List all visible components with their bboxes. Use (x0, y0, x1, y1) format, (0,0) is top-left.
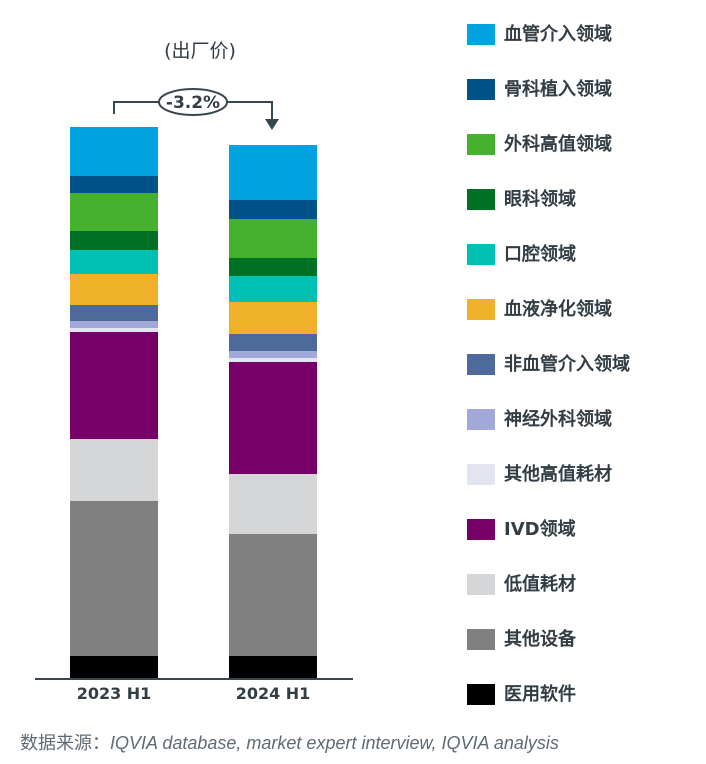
bar-segment (70, 304, 158, 321)
legend-item: 低值耗材 (467, 574, 630, 629)
bar-segment (70, 500, 158, 656)
legend-item: 骨科植入领域 (467, 79, 630, 134)
change-label: -3.2% (166, 93, 220, 113)
legend-item: IVD领域 (467, 519, 630, 574)
bar-segment (70, 175, 158, 193)
legend-item: 神经外科领域 (467, 409, 630, 464)
legend-swatch (467, 134, 495, 155)
legend-swatch (467, 519, 495, 540)
legend-swatch (467, 409, 495, 430)
bar-segment (70, 126, 158, 176)
legend-label: 医用软件 (504, 684, 576, 705)
bar-segment (70, 438, 158, 501)
change-annotation: -3.2% (113, 88, 279, 130)
bar-segment (229, 350, 317, 358)
legend-swatch (467, 299, 495, 320)
bar-segment (229, 333, 317, 351)
legend-swatch (467, 574, 495, 595)
legend-label: 血液净化领域 (504, 299, 612, 320)
legend-label: 口腔领域 (504, 244, 576, 265)
legend-item: 血液净化领域 (467, 299, 630, 354)
bar-segment (229, 257, 317, 277)
bar-segment (229, 276, 317, 302)
legend-item: 血管介入领域 (467, 24, 630, 79)
arrow-down-icon (265, 119, 279, 130)
legend-swatch (467, 684, 495, 705)
source-prefix: 数据来源： (20, 733, 110, 754)
legend-swatch (467, 189, 495, 210)
legend-item: 口腔领域 (467, 244, 630, 299)
data-source-note: 数据来源：IQVIA database, market expert inter… (20, 729, 559, 755)
bar-2023-h1 (70, 126, 158, 678)
bar-segment (70, 274, 158, 305)
legend-swatch (467, 79, 495, 100)
legend: 血管介入领域 骨科植入领域 外科高值领域 眼科领域 口腔领域 血液净化领域 非血… (467, 24, 630, 739)
legend-item: 非血管介入领域 (467, 354, 630, 409)
legend-item: 其他设备 (467, 629, 630, 684)
legend-label: 其他设备 (504, 629, 576, 650)
legend-label: 非血管介入领域 (504, 354, 630, 375)
bar-segment (70, 250, 158, 275)
x-axis-line (35, 678, 353, 680)
bar-segment (70, 192, 158, 231)
legend-swatch (467, 464, 495, 485)
bar-segment (229, 361, 317, 474)
legend-label: 骨科植入领域 (504, 79, 612, 100)
bar-segment (229, 656, 317, 678)
bar-segment (70, 656, 158, 678)
legend-item: 其他高值耗材 (467, 464, 630, 519)
bar-segment (70, 320, 158, 328)
bar-2024-h1 (229, 144, 317, 678)
legend-label: 血管介入领域 (504, 24, 612, 45)
legend-label: 低值耗材 (504, 574, 576, 595)
bar-segment (229, 473, 317, 534)
legend-swatch (467, 629, 495, 650)
bar-segment (229, 144, 317, 200)
legend-label: IVD领域 (504, 519, 576, 540)
source-text: IQVIA database, market expert interview,… (110, 733, 559, 753)
bar-segment (229, 301, 317, 334)
x-label-2024-h1: 2024 H1 (235, 684, 311, 703)
legend-label: 神经外科领域 (504, 409, 612, 430)
legend-label: 眼科领域 (504, 189, 576, 210)
bar-segment (70, 331, 158, 439)
legend-label: 其他高值耗材 (504, 464, 612, 485)
bar-segment (70, 327, 158, 332)
bar-segment (229, 218, 317, 258)
legend-swatch (467, 24, 495, 45)
legend-item: 眼科领域 (467, 189, 630, 244)
x-label-2023-h1: 2023 H1 (76, 684, 152, 703)
bar-segment (229, 357, 317, 362)
bar-segment (229, 533, 317, 656)
legend-swatch (467, 354, 495, 375)
bar-segment (70, 230, 158, 251)
chart-subtitle: (出厂价) (164, 40, 236, 62)
legend-item: 外科高值领域 (467, 134, 630, 189)
bar-segment (229, 199, 317, 219)
legend-item: 医用软件 (467, 684, 630, 739)
legend-swatch (467, 244, 495, 265)
legend-label: 外科高值领域 (504, 134, 612, 155)
